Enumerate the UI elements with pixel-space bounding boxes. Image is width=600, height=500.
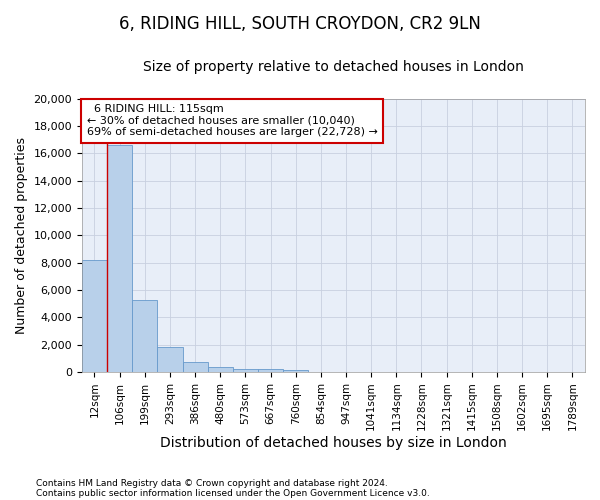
Bar <box>208 367 233 372</box>
Bar <box>283 370 308 372</box>
Bar <box>82 260 107 372</box>
Y-axis label: Number of detached properties: Number of detached properties <box>15 137 28 334</box>
Bar <box>107 145 132 372</box>
Bar <box>157 346 182 372</box>
Text: Contains public sector information licensed under the Open Government Licence v3: Contains public sector information licen… <box>36 488 430 498</box>
Bar <box>182 362 208 372</box>
Bar <box>258 369 283 372</box>
Bar <box>233 368 258 372</box>
Text: 6 RIDING HILL: 115sqm  
← 30% of detached houses are smaller (10,040)
69% of sem: 6 RIDING HILL: 115sqm ← 30% of detached … <box>87 104 378 138</box>
Bar <box>132 300 157 372</box>
Text: Contains HM Land Registry data © Crown copyright and database right 2024.: Contains HM Land Registry data © Crown c… <box>36 478 388 488</box>
Text: 6, RIDING HILL, SOUTH CROYDON, CR2 9LN: 6, RIDING HILL, SOUTH CROYDON, CR2 9LN <box>119 15 481 33</box>
Title: Size of property relative to detached houses in London: Size of property relative to detached ho… <box>143 60 524 74</box>
X-axis label: Distribution of detached houses by size in London: Distribution of detached houses by size … <box>160 436 507 450</box>
